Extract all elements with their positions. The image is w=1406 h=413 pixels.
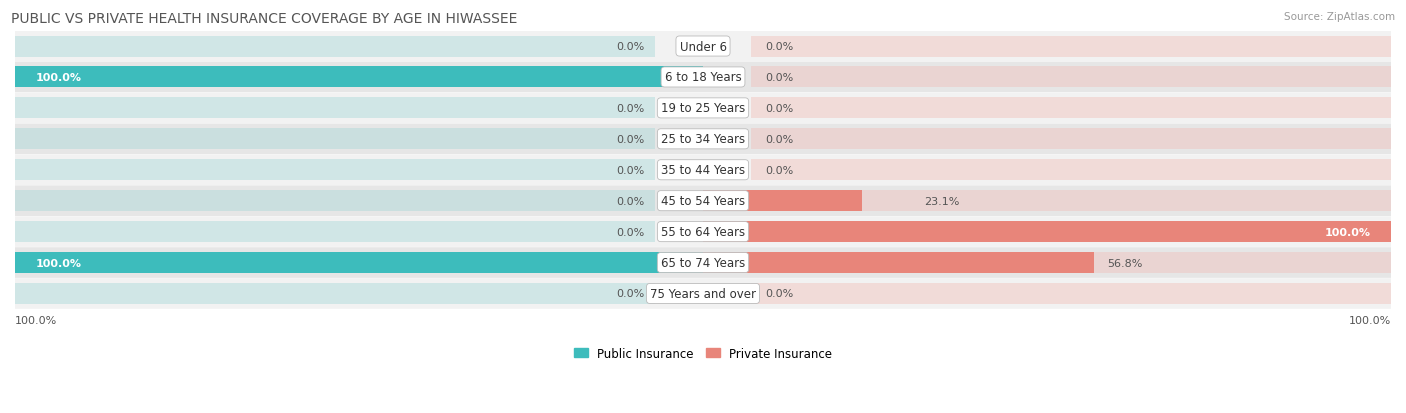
Bar <box>751 160 1391 181</box>
FancyBboxPatch shape <box>15 217 1391 247</box>
Bar <box>751 36 1391 57</box>
Bar <box>751 283 1391 304</box>
Text: 0.0%: 0.0% <box>616 227 644 237</box>
Text: 25 to 34 Years: 25 to 34 Years <box>661 133 745 146</box>
Bar <box>751 98 1391 119</box>
Bar <box>15 67 703 88</box>
Text: 100.0%: 100.0% <box>1324 227 1371 237</box>
Bar <box>703 191 862 212</box>
Text: 100.0%: 100.0% <box>35 73 82 83</box>
FancyBboxPatch shape <box>15 248 1391 278</box>
Text: 55 to 64 Years: 55 to 64 Years <box>661 225 745 239</box>
Text: 0.0%: 0.0% <box>765 135 793 145</box>
Bar <box>15 252 655 273</box>
Text: 0.0%: 0.0% <box>616 42 644 52</box>
Text: 19 to 25 Years: 19 to 25 Years <box>661 102 745 115</box>
Bar <box>15 98 655 119</box>
Text: 23.1%: 23.1% <box>924 196 959 206</box>
Bar <box>751 221 1391 242</box>
Bar <box>751 129 1391 150</box>
Text: 75 Years and over: 75 Years and over <box>650 287 756 300</box>
Bar <box>751 191 1391 212</box>
Text: 0.0%: 0.0% <box>616 289 644 299</box>
Text: 0.0%: 0.0% <box>616 135 644 145</box>
Text: 0.0%: 0.0% <box>765 165 793 176</box>
Text: 0.0%: 0.0% <box>616 196 644 206</box>
Text: 35 to 44 Years: 35 to 44 Years <box>661 164 745 177</box>
FancyBboxPatch shape <box>15 32 1391 62</box>
Text: 100.0%: 100.0% <box>1348 315 1391 325</box>
Bar <box>703 221 1391 242</box>
Text: 0.0%: 0.0% <box>765 42 793 52</box>
Text: 65 to 74 Years: 65 to 74 Years <box>661 256 745 269</box>
Bar <box>751 252 1391 273</box>
FancyBboxPatch shape <box>15 155 1391 185</box>
Bar <box>15 283 655 304</box>
Text: Under 6: Under 6 <box>679 40 727 53</box>
Text: Source: ZipAtlas.com: Source: ZipAtlas.com <box>1284 12 1395 22</box>
FancyBboxPatch shape <box>15 93 1391 124</box>
Bar <box>15 221 655 242</box>
Text: 0.0%: 0.0% <box>616 104 644 114</box>
Text: 6 to 18 Years: 6 to 18 Years <box>665 71 741 84</box>
Bar <box>15 252 703 273</box>
Bar <box>15 191 655 212</box>
FancyBboxPatch shape <box>15 186 1391 216</box>
FancyBboxPatch shape <box>15 124 1391 155</box>
Bar <box>15 67 655 88</box>
Bar <box>703 252 1094 273</box>
Text: 56.8%: 56.8% <box>1108 258 1143 268</box>
Bar <box>751 67 1391 88</box>
Text: 100.0%: 100.0% <box>35 258 82 268</box>
Bar <box>15 36 655 57</box>
FancyBboxPatch shape <box>15 278 1391 309</box>
Bar <box>15 160 655 181</box>
FancyBboxPatch shape <box>15 62 1391 93</box>
Text: 0.0%: 0.0% <box>616 165 644 176</box>
Bar <box>15 129 655 150</box>
Text: 0.0%: 0.0% <box>765 104 793 114</box>
Text: 0.0%: 0.0% <box>765 73 793 83</box>
Text: PUBLIC VS PRIVATE HEALTH INSURANCE COVERAGE BY AGE IN HIWASSEE: PUBLIC VS PRIVATE HEALTH INSURANCE COVER… <box>11 12 517 26</box>
Text: 45 to 54 Years: 45 to 54 Years <box>661 195 745 208</box>
Text: 0.0%: 0.0% <box>765 289 793 299</box>
Legend: Public Insurance, Private Insurance: Public Insurance, Private Insurance <box>569 342 837 364</box>
Text: 100.0%: 100.0% <box>15 315 58 325</box>
